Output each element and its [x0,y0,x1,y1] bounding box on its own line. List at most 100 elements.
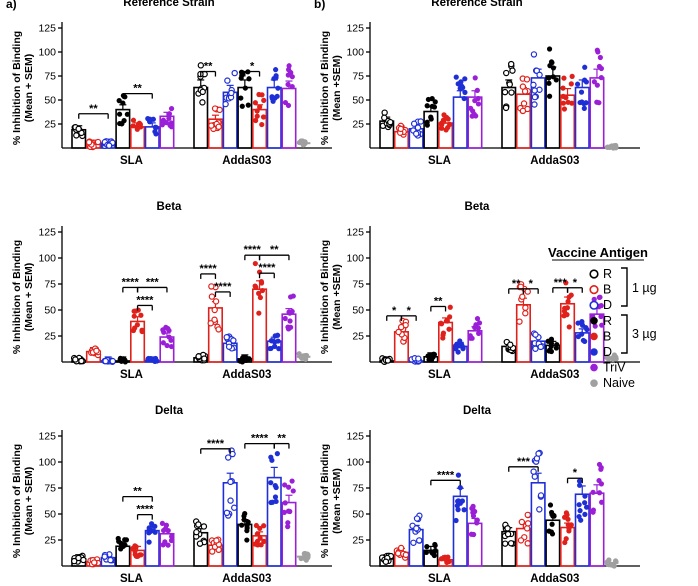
point-R1 [195,521,202,528]
point-B3 [134,322,140,328]
point-B1 [85,139,93,146]
point-D3 [146,539,152,545]
point-D3 [462,89,468,95]
point-R1 [201,355,208,362]
point-Naive [612,558,619,564]
point-D1 [531,101,538,108]
point-D1 [227,478,234,486]
chart-a-ref: Reference Strain a) % Inhibition of Bindin… [6,0,332,167]
point-D3 [152,129,158,135]
chart-title: Beta [157,201,183,213]
sig-label: * [529,278,534,290]
chart-title: Delta [155,405,184,417]
sig-label: **** [258,262,276,274]
point-R3 [550,65,557,71]
point-D1 [417,118,424,125]
point-B3 [568,81,574,87]
point-TriV [169,533,175,540]
point-R1 [71,557,78,565]
point-D1 [225,343,233,350]
point-R1 [387,118,394,126]
bar-D3 [574,86,590,149]
point-B3 [568,292,574,298]
point-TriV [290,488,296,494]
point-R1 [197,62,205,69]
point-TriV [595,49,601,55]
point-D3 [152,124,158,130]
point-D1 [530,81,537,89]
legend-marker-D1 [589,300,599,310]
point-D1 [107,556,114,564]
legend-title: Vaccine Antigen [548,245,648,260]
point-B1 [208,122,215,129]
x-group-label: SLA [428,155,451,167]
point-B1 [524,511,531,519]
legend-marker-B1 [589,285,599,295]
y-axis-label: % Inhibition of Binding (Mean +SEM) [319,444,343,558]
point-R3 [240,355,246,361]
point-B1 [94,138,102,146]
x-group-label: SLA [120,573,143,585]
point-D3 [152,523,158,529]
y-tick-label: 75 [44,71,56,83]
y-axis-label-line1: % Inhibition of Binding [11,31,23,145]
y-tick-label: 100 [38,253,56,265]
point-D1 [531,473,539,480]
sig-label: ** [277,433,286,445]
point-TriV [599,322,605,328]
point-B3 [444,318,450,324]
legend-label-R1: R [603,267,612,281]
point-D3 [147,117,153,124]
point-R3 [239,72,245,79]
point-TriV [165,325,171,332]
point-B3 [256,91,262,98]
point-D3 [456,343,463,349]
point-Naive [300,138,306,145]
legend-marker-R1 [589,269,599,279]
point-B3 [260,114,267,120]
point-D3 [577,482,583,488]
y-axis-label-line2: (Mean + SEM) [23,467,35,536]
point-R3 [550,512,556,519]
point-D1 [105,142,113,149]
sig-label: * [250,61,255,73]
point-R1 [382,558,390,565]
point-TriV [281,509,287,516]
bar-B3 [559,526,576,567]
point-B3 [253,522,260,529]
legend-label-D1: D [603,298,612,312]
point-D3 [581,101,587,107]
point-B3 [563,280,569,286]
point-TriV [596,477,602,484]
y-tick-label: 100 [346,457,364,469]
point-R3 [244,522,250,529]
y-tick-label: 75 [352,71,364,83]
point-B3 [261,97,267,103]
point-TriV [598,466,604,472]
point-R3 [124,111,130,117]
sig-label: **** [251,433,269,445]
point-R3 [432,542,438,549]
point-TriV [166,334,172,340]
point-D1 [537,492,545,499]
point-TriV [470,513,477,519]
y-axis-label-line2: (Mean + SEM) [23,54,35,123]
point-B3 [132,308,139,314]
point-R1 [504,530,512,538]
point-B1 [394,550,402,557]
x-group-label: AddaS03 [530,573,579,585]
point-B3 [139,328,145,335]
point-B1 [211,316,218,323]
point-R3 [550,74,556,80]
point-R3 [546,93,553,99]
point-B1 [211,306,218,314]
point-D3 [579,319,585,326]
point-B1 [216,106,223,114]
point-D1 [231,69,238,77]
point-B1 [91,559,98,566]
point-D3 [574,81,581,87]
point-D3 [453,517,459,524]
point-D1 [227,497,234,504]
point-D3 [455,349,461,355]
